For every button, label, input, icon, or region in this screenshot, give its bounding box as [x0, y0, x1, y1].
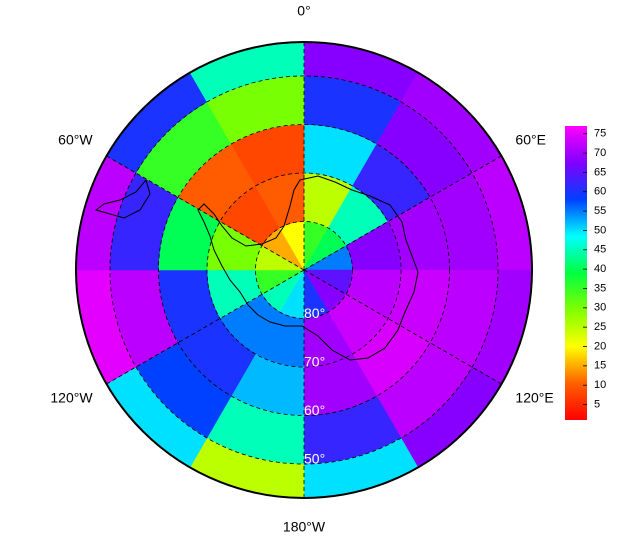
field: [76, 42, 532, 498]
meridian: [303, 155, 502, 271]
latitude-circle: [206, 172, 402, 368]
colorbar-tick-label: 45: [594, 244, 606, 256]
colorbar-tick-label: 70: [594, 147, 606, 159]
colorbar-tick-label: 5: [594, 398, 600, 410]
map-border: [75, 41, 533, 499]
latitude-label: 60°: [304, 402, 325, 418]
longitude-label: 120°E: [515, 390, 553, 406]
longitude-label: 0°: [297, 3, 310, 19]
colorbar-tick-label: 20: [594, 340, 606, 352]
latitude-circle: [255, 221, 353, 319]
graticule: [106, 42, 502, 498]
longitude-label: 60°E: [515, 132, 546, 148]
latitude-circle: [109, 75, 499, 465]
longitude-label: 60°W: [58, 132, 93, 148]
latitude-label: 70°: [304, 354, 325, 370]
colorbar-tick-label: 50: [594, 224, 606, 236]
colorbar-tick-label: 60: [594, 186, 606, 198]
colorbar: [565, 126, 587, 420]
colorbar-tick-label: 30: [594, 302, 606, 314]
latitude-label: 50°: [304, 451, 325, 467]
meridian: [303, 269, 502, 385]
longitude-label: 180°W: [283, 519, 326, 535]
colorbar-tick-label: 40: [594, 263, 606, 275]
colorbar-tick-label: 65: [594, 166, 606, 178]
latitude-circle: [158, 124, 450, 416]
colorbar-tick-label: 10: [594, 379, 606, 391]
colorbar-tick-label: 75: [594, 128, 606, 140]
meridian: [106, 269, 305, 385]
colorbar-tick-label: 15: [594, 360, 606, 372]
colorbar-tick-label: 35: [594, 282, 606, 294]
colorbar-tick-label: 25: [594, 321, 606, 333]
coastline: [94, 175, 419, 361]
meridian: [106, 155, 305, 271]
latitude-label: 80°: [304, 305, 325, 321]
colorbar-tick-label: 55: [594, 205, 606, 217]
longitude-label: 120°W: [50, 390, 93, 406]
